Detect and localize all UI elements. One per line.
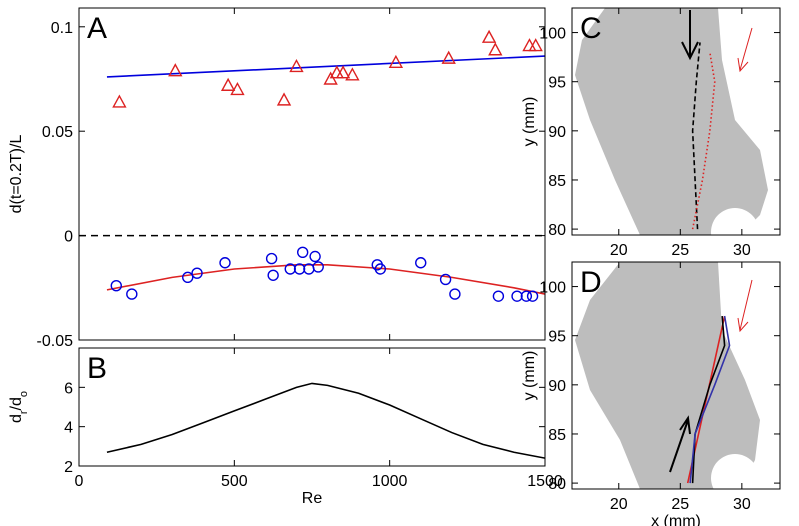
circle-marker — [312, 261, 324, 273]
x-tick-label: 25 — [671, 242, 689, 259]
triangle-marker — [345, 67, 360, 81]
triangle-marker — [388, 54, 404, 68]
series-line — [106, 382, 545, 459]
series-line — [691, 52, 716, 230]
y-axis-label: y (mm) — [521, 351, 538, 401]
series-line — [691, 42, 701, 230]
triangle-marker — [441, 50, 456, 64]
circle-marker — [296, 246, 309, 259]
circle-marker — [415, 257, 427, 269]
x-axis-label: x (mm) — [651, 513, 701, 526]
y-axis-label: y (mm) — [521, 97, 538, 147]
x-tick-label: 0 — [75, 473, 84, 490]
circle-marker — [110, 280, 122, 292]
x-tick-label: 500 — [221, 473, 248, 490]
triangle-marker — [230, 81, 245, 96]
panel: -0.05 0 0.05 0.1 Ad(t=0.2T)/L — [8, 7, 546, 350]
axes-box — [78, 7, 546, 341]
x-tick-label: 1500 — [527, 473, 563, 490]
panel: 20 25 30 80 85 90 95 100 Dy (mm) x (mm) — [521, 261, 781, 526]
y-tick-label: 90 — [548, 124, 566, 141]
triangle-marker — [335, 65, 351, 79]
panel-letter: C — [580, 12, 602, 45]
panel-letter: B — [87, 352, 107, 385]
axes-box — [571, 261, 781, 490]
y-tick-label: 95 — [548, 329, 566, 346]
plot-area — [106, 382, 545, 459]
triangle-marker — [220, 77, 236, 91]
circle-marker — [309, 250, 321, 263]
circle-marker — [492, 290, 505, 302]
y-tick-label: 0.1 — [51, 20, 73, 37]
panel: 20 25 30 80 85 90 95 100 Cy (mm) — [521, 7, 781, 259]
triangle-marker — [112, 94, 127, 108]
y-tick-label: 0 — [64, 229, 73, 246]
x-tick-label: 30 — [733, 496, 751, 513]
x-tick-label: 20 — [610, 242, 628, 259]
circle-marker — [267, 269, 279, 281]
plot-layer: -0.05 0 0.05 0.1 Ad(t=0.2T)/L 0 500 1000 1500 2 4 6… — [8, 7, 781, 526]
y-tick-label: -0.05 — [37, 333, 74, 350]
y-axis-label: dr/do — [8, 391, 30, 423]
triangle-marker — [522, 38, 537, 52]
y-tick-label: 90 — [548, 378, 566, 395]
panel-letter: A — [87, 12, 107, 45]
axes-box — [78, 347, 546, 467]
x-tick-label: 1000 — [372, 473, 408, 490]
circle-marker — [191, 267, 203, 279]
plot-area — [691, 42, 716, 230]
y-tick-label: 95 — [548, 75, 566, 92]
plot-area — [79, 29, 545, 302]
tissue-image-c — [575, 8, 768, 235]
circle-marker — [526, 290, 539, 302]
y-tick-label: 0.05 — [42, 124, 73, 141]
series-line — [106, 264, 545, 295]
triangle-marker — [323, 71, 338, 85]
circle-marker — [374, 263, 387, 275]
circle-marker — [511, 290, 523, 302]
circle-marker — [219, 257, 231, 269]
plot-area — [686, 315, 731, 484]
y-label-part: o — [18, 391, 30, 397]
triangle-marker — [168, 63, 183, 77]
series-line — [689, 315, 731, 484]
y-tick-label: 6 — [64, 380, 73, 397]
axes-box — [571, 7, 781, 236]
y-axis-label: d(t=0.2T)/L — [8, 135, 25, 214]
arrows — [669, 10, 753, 473]
triangle-marker — [528, 38, 543, 52]
series-line — [106, 55, 545, 78]
panel-letter: D — [580, 266, 602, 299]
y-tick-label: 100 — [539, 26, 566, 43]
circle-marker — [265, 252, 278, 265]
y-tick-label: 85 — [548, 427, 566, 444]
y-label-part: d — [8, 414, 25, 423]
tissue-image-d — [575, 262, 760, 489]
circle-marker — [520, 290, 533, 302]
triangle-marker — [488, 42, 503, 56]
series-line — [691, 315, 726, 484]
x-tick-label: 20 — [610, 496, 628, 513]
y-tick-label: 4 — [64, 420, 73, 437]
circle-marker — [439, 273, 452, 286]
y-tick-label: 100 — [539, 280, 566, 297]
y-label-part: /d — [8, 397, 25, 410]
x-tick-label: 25 — [671, 496, 689, 513]
triangle-marker — [481, 29, 497, 43]
triangle-marker — [289, 59, 304, 73]
y-tick-label: 80 — [548, 476, 566, 493]
x-axis-label: Re — [302, 490, 323, 507]
y-label-part: r — [18, 410, 30, 414]
y-tick-label: 80 — [548, 222, 566, 239]
circle-marker — [449, 288, 461, 300]
y-tick-label: 2 — [64, 459, 73, 476]
triangle-marker — [276, 92, 292, 106]
x-tick-label: 30 — [733, 242, 751, 259]
y-tick-label: 85 — [548, 173, 566, 190]
circle-marker — [126, 288, 138, 300]
circle-marker — [182, 271, 194, 284]
